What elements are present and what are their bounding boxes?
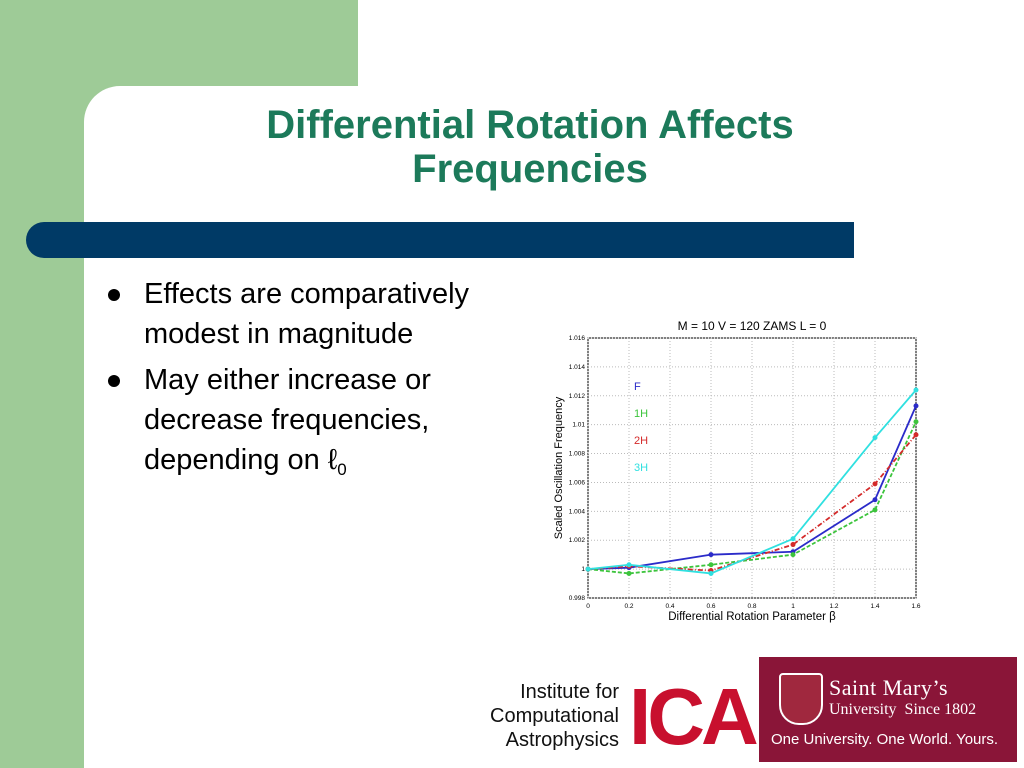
ica-line-3: Astrophysics bbox=[505, 729, 619, 751]
data-point-3H bbox=[626, 562, 632, 568]
x-tick-label: 0 bbox=[586, 603, 590, 610]
title-divider-bar bbox=[26, 222, 854, 258]
data-point-3H bbox=[872, 435, 878, 441]
x-tick-label: 1.2 bbox=[829, 603, 838, 610]
x-tick-label: 0.8 bbox=[747, 603, 756, 610]
data-point-3H bbox=[708, 570, 714, 576]
data-point-3H bbox=[790, 536, 796, 542]
ica-line-1: Institute for bbox=[520, 681, 619, 703]
x-axis-label: Differential Rotation Parameter β bbox=[668, 611, 836, 623]
ica-line-2: Computational bbox=[490, 705, 619, 727]
bullet-text-main: May either increase or decrease frequenc… bbox=[144, 364, 431, 476]
data-point-3H bbox=[585, 566, 591, 572]
bullet-dot-icon bbox=[108, 375, 120, 387]
legend-label-F: F bbox=[634, 381, 641, 393]
bullet-dot-icon bbox=[108, 289, 120, 301]
chart-svg: 0 0.2 0.4 0.6 0.8 1 1.2 1.4 1.6 0.998 1 1.002 1.004 1… bbox=[553, 319, 921, 623]
data-point-F bbox=[872, 497, 878, 503]
y-tick-label: 1.016 bbox=[569, 335, 586, 342]
y-tick-label: 1.002 bbox=[569, 537, 586, 544]
chart: 0 0.2 0.4 0.6 0.8 1 1.2 1.4 1.6 0.998 1 1.002 1.004 1… bbox=[544, 312, 944, 628]
bullet-text: May either increase or decrease frequenc… bbox=[144, 360, 504, 490]
data-point-1H bbox=[708, 562, 714, 568]
y-tick-label: 1.012 bbox=[569, 393, 586, 400]
bullet-subscript: 0 bbox=[337, 460, 347, 479]
smu-logo: Saint Mary’s University Since 1802 One U… bbox=[759, 657, 1017, 762]
y-tick-label: 1.004 bbox=[569, 508, 586, 515]
x-tick-label: 1.6 bbox=[911, 603, 920, 610]
smu-since: Since 1802 bbox=[904, 701, 977, 718]
x-tick-label: 0.2 bbox=[624, 603, 633, 610]
data-point-1H bbox=[626, 570, 632, 576]
legend-label-2H: 2H bbox=[634, 435, 648, 447]
data-point-2H bbox=[872, 481, 878, 487]
data-point-F bbox=[708, 552, 714, 558]
y-tick-label: 1 bbox=[581, 566, 585, 573]
smu-subtitle: University Since 1802 bbox=[829, 701, 976, 719]
data-point-1H bbox=[790, 552, 796, 558]
data-point-2H bbox=[913, 432, 919, 438]
y-tick-label: 1.006 bbox=[569, 479, 586, 486]
data-point-1H bbox=[913, 419, 919, 425]
x-tick-label: 1 bbox=[791, 603, 795, 610]
ica-logo: Institute for Computational Astrophysics… bbox=[459, 672, 759, 761]
title-line-2: Frequencies bbox=[412, 147, 648, 191]
data-point-1H bbox=[872, 507, 878, 513]
smu-name: Saint Mary’s bbox=[829, 675, 949, 700]
bullet-text: Effects are comparatively modest in magn… bbox=[144, 278, 470, 350]
legend-label-3H: 3H bbox=[634, 462, 648, 474]
chart-title: M = 10 V = 120 ZAMS L = 0 bbox=[678, 319, 827, 333]
y-tick-label: 1.008 bbox=[569, 451, 586, 458]
series-line-1H bbox=[587, 421, 917, 575]
series-line-F bbox=[587, 405, 917, 571]
title-line-1: Differential Rotation Affects bbox=[266, 103, 794, 147]
data-point-F bbox=[913, 403, 919, 409]
slide-title: Differential Rotation Affects Frequencie… bbox=[190, 103, 870, 191]
slide-top-white bbox=[358, 0, 1024, 86]
bullet-item: Effects are comparatively modest in magn… bbox=[104, 274, 504, 354]
y-tick-label: 1.014 bbox=[569, 364, 586, 371]
smu-university: University bbox=[829, 701, 897, 718]
bullet-item: May either increase or decrease frequenc… bbox=[104, 360, 504, 490]
series-line-3H bbox=[587, 389, 917, 575]
data-point-2H bbox=[790, 542, 796, 548]
ica-mark: ICA bbox=[629, 672, 759, 761]
legend-label-1H: 1H bbox=[634, 408, 648, 420]
smu-tagline: One University. One World. Yours. bbox=[771, 731, 999, 748]
bullet-list: Effects are comparatively modest in magn… bbox=[104, 274, 504, 496]
x-tick-label: 0.4 bbox=[665, 603, 674, 610]
data-point-3H bbox=[913, 387, 919, 393]
y-axis-label: Scaled Oscillation Frequency bbox=[553, 396, 565, 539]
x-tick-label: 0.6 bbox=[706, 603, 715, 610]
y-tick-label: 0.998 bbox=[569, 595, 586, 602]
y-tick-label: 1.01 bbox=[572, 422, 585, 429]
smu-crest-icon bbox=[779, 673, 823, 725]
x-tick-label: 1.4 bbox=[870, 603, 879, 610]
series-line-2H bbox=[587, 434, 917, 572]
